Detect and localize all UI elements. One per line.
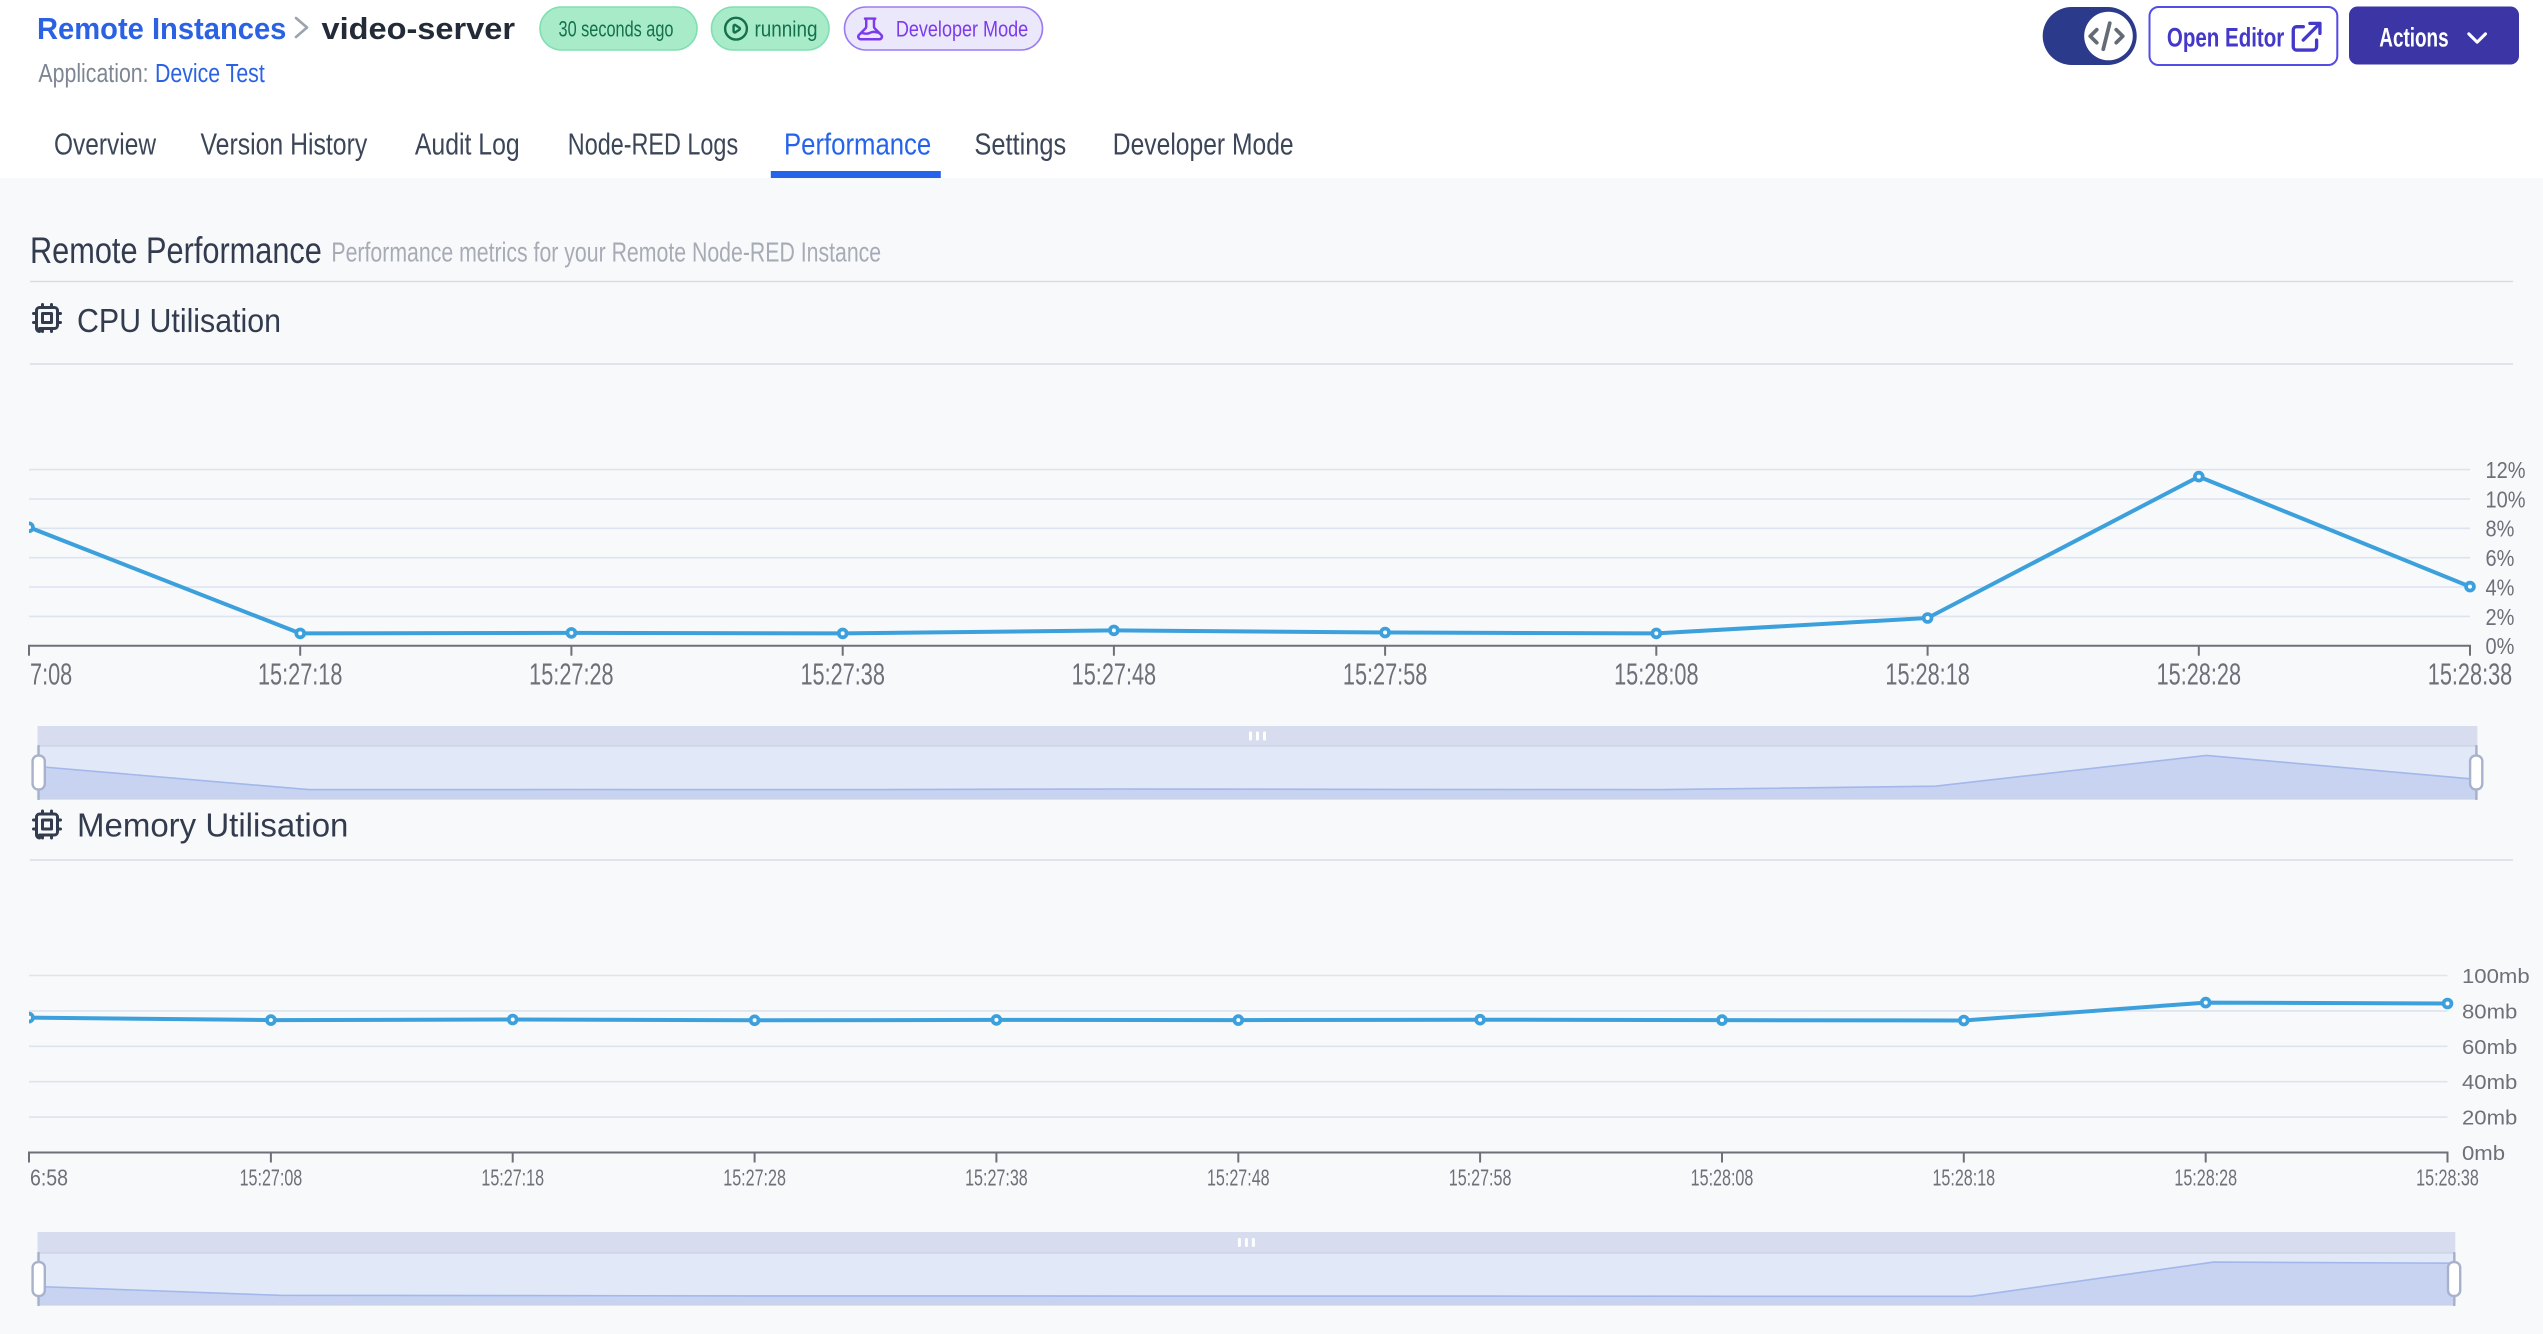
svg-text:40mb: 40mb (2462, 1071, 2517, 1094)
svg-text:15:28:18: 15:28:18 (1932, 1166, 1995, 1191)
svg-text:15:28:28: 15:28:28 (2157, 657, 2241, 692)
svg-text:15:28:38: 15:28:38 (2416, 1166, 2479, 1191)
svg-text:15:28:08: 15:28:08 (1614, 657, 1698, 692)
svg-text:15:28:08: 15:28:08 (1691, 1166, 1754, 1191)
svg-text:8%: 8% (2486, 515, 2515, 542)
svg-text:15:27:08: 15:27:08 (240, 1166, 303, 1191)
svg-text:15:27:48: 15:27:48 (1207, 1166, 1270, 1191)
svg-text:Actions: Actions (2379, 22, 2448, 52)
svg-text:running: running (754, 17, 817, 42)
svg-text:15:27:58: 15:27:58 (1343, 657, 1427, 692)
svg-text:6:58: 6:58 (30, 1165, 68, 1191)
svg-text:80mb: 80mb (2462, 1000, 2517, 1023)
svg-text:Application:: Application: (38, 59, 148, 89)
svg-text:15:28:18: 15:28:18 (1885, 657, 1969, 692)
svg-text:Memory Utilisation: Memory Utilisation (77, 807, 348, 844)
svg-text:30 seconds ago: 30 seconds ago (559, 17, 674, 42)
svg-text:Remote Performance: Remote Performance (30, 230, 322, 271)
svg-text:Developer Mode: Developer Mode (896, 18, 1028, 42)
svg-text:15:27:38: 15:27:38 (800, 657, 884, 692)
svg-text:60mb: 60mb (2462, 1036, 2517, 1059)
svg-text:12%: 12% (2486, 457, 2526, 484)
svg-text:Node-RED Logs: Node-RED Logs (568, 126, 738, 161)
svg-text:video-server: video-server (322, 11, 515, 46)
svg-text:15:27:18: 15:27:18 (481, 1166, 544, 1191)
svg-text:Overview: Overview (54, 127, 157, 161)
svg-text:0mb: 0mb (2462, 1142, 2505, 1165)
svg-text:Performance: Performance (784, 127, 931, 162)
svg-text:Settings: Settings (974, 127, 1066, 162)
svg-text:Remote Instances: Remote Instances (37, 12, 286, 46)
svg-text:Device Test: Device Test (155, 59, 265, 89)
svg-text:15:27:58: 15:27:58 (1449, 1166, 1512, 1191)
svg-text:15:28:38: 15:28:38 (2428, 657, 2512, 692)
svg-text:Audit Log: Audit Log (415, 127, 520, 161)
svg-text:CPU Utilisation: CPU Utilisation (77, 302, 281, 339)
svg-text:15:27:38: 15:27:38 (965, 1166, 1028, 1191)
svg-text:15:27:48: 15:27:48 (1072, 657, 1156, 692)
svg-text:100mb: 100mb (2462, 965, 2530, 988)
svg-text:Performance metrics for your R: Performance metrics for your Remote Node… (331, 237, 881, 269)
svg-text:15:27:28: 15:27:28 (723, 1166, 786, 1191)
svg-text:0%: 0% (2486, 633, 2515, 660)
svg-text:15:27:18: 15:27:18 (258, 657, 342, 692)
svg-text:2%: 2% (2486, 603, 2515, 630)
svg-text:Open Editor: Open Editor (2167, 23, 2284, 53)
svg-text:15:27:28: 15:27:28 (529, 657, 613, 692)
svg-text:20mb: 20mb (2462, 1106, 2517, 1129)
svg-text:15:28:28: 15:28:28 (2174, 1166, 2237, 1191)
svg-text:6%: 6% (2486, 545, 2515, 572)
svg-text:Developer Mode: Developer Mode (1113, 127, 1294, 161)
svg-text:7:08: 7:08 (30, 657, 72, 692)
svg-text:10%: 10% (2486, 486, 2526, 513)
svg-text:4%: 4% (2486, 574, 2515, 601)
svg-text:Version History: Version History (201, 127, 368, 161)
